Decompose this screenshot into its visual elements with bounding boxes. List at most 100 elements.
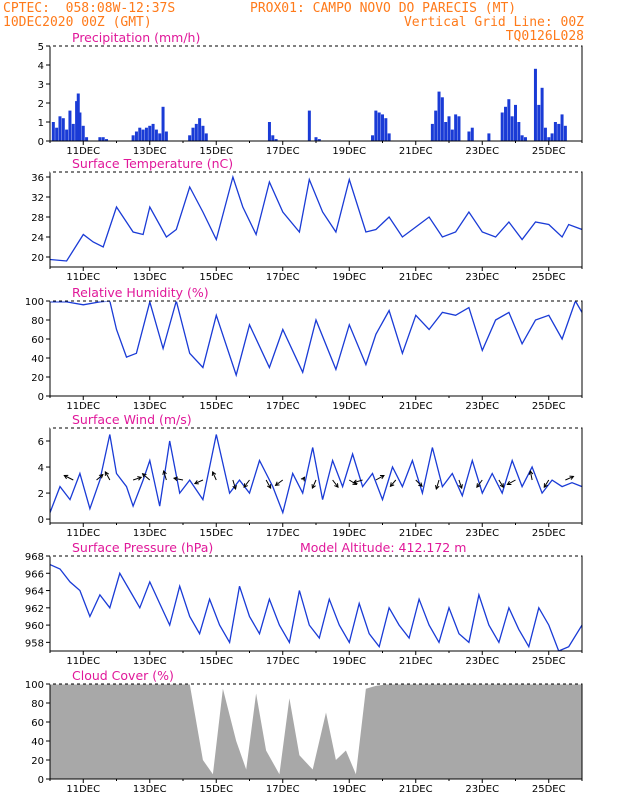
temperature-xtick-label: 13DEC	[133, 272, 167, 283]
pressure-xtick-label: 21DEC	[399, 656, 433, 667]
humidity-ytick-label: 80	[31, 316, 44, 327]
header-date: 10DEC2020 00Z (GMT)	[3, 15, 152, 30]
wind-vector	[96, 474, 104, 481]
wind-vector	[348, 479, 357, 485]
cloud-cover-panel: 0 20 40 60 80 100 11DEC 13DEC 15DEC 17DEC 19DEC 21D…	[25, 668, 583, 795]
precipitation-ytick-label: 4	[38, 61, 44, 72]
wind-xtick-label: 19DEC	[332, 528, 366, 539]
precipitation-bar	[437, 91, 441, 141]
wind-xtick-label: 21DEC	[399, 528, 433, 539]
temperature-xtick-label: 11DEC	[66, 272, 100, 283]
precipitation-xtick-label: 21DEC	[399, 146, 433, 157]
wind-vector	[212, 471, 217, 481]
wind-vector-head	[137, 476, 143, 481]
precipitation-bar	[523, 137, 527, 141]
wind-vector	[498, 479, 504, 488]
pressure-ytick-label: 966	[25, 569, 44, 580]
precipitation-ytick-label: 5	[38, 42, 44, 53]
wind-vector-head	[243, 483, 248, 489]
wind-xtick-label: 13DEC	[133, 528, 167, 539]
precipitation-ytick-label: 1	[38, 118, 44, 129]
cloud-cover-xtick-label: 19DEC	[332, 784, 366, 795]
precipitation-bar	[55, 127, 59, 141]
temperature-line	[50, 174, 582, 262]
precipitation-bar	[543, 127, 547, 141]
header-model-id: TQ0126L028	[505, 29, 584, 44]
wind-vector	[390, 479, 397, 487]
pressure-panel: 958 960 962 964 966 968 11DEC 13DEC 15DEC 17DEC 19…	[25, 540, 583, 667]
precipitation-bar	[105, 139, 109, 141]
wind-vector	[142, 473, 151, 481]
precipitation-xtick-label: 23DEC	[465, 146, 499, 157]
precipitation-bar	[141, 129, 145, 141]
precipitation-bar	[81, 125, 85, 141]
pressure-ytick-label: 964	[25, 587, 44, 598]
temperature-xtick-label: 23DEC	[465, 272, 499, 283]
wind-vector-head	[499, 483, 504, 489]
precipitation-bar	[101, 137, 105, 141]
humidity-ytick-label: 40	[31, 354, 44, 365]
temperature-xtick-label: 17DEC	[266, 272, 300, 283]
precipitation-panel: 0 1 2 3 4 5 11DEC 13DEC 15DEC 17DEC 19DEC 21DEC 23DE…	[38, 30, 583, 157]
precipitation-title: Precipitation (mm/h)	[72, 30, 200, 45]
humidity-xtick-label: 15DEC	[199, 401, 233, 412]
wind-vector-head	[506, 480, 512, 486]
precipitation-bar	[161, 106, 165, 141]
wind-vector-head	[104, 470, 109, 476]
cloud-cover-xtick-label: 17DEC	[266, 784, 300, 795]
temperature-ytick-label: 36	[31, 173, 44, 184]
wind-vector-head	[334, 483, 339, 489]
wind-vector	[163, 470, 167, 481]
pressure-xtick-label: 17DEC	[266, 656, 300, 667]
wind-vector	[507, 479, 516, 485]
wind-vector	[104, 471, 111, 481]
humidity-ytick-label: 100	[25, 297, 44, 308]
precipitation-bar	[374, 110, 378, 141]
precipitation-bar	[68, 110, 72, 141]
precipitation-bar	[314, 137, 318, 141]
precipitation-bar	[487, 133, 491, 141]
cloud-cover-xtick-label: 11DEC	[66, 784, 100, 795]
temperature-ytick-label: 24	[31, 233, 44, 244]
cloud-cover-xtick-label: 13DEC	[133, 784, 167, 795]
precipitation-bar	[164, 131, 168, 141]
wind-vector-head	[232, 484, 237, 490]
precipitation-bar	[557, 123, 561, 141]
temperature-ytick-label: 20	[31, 253, 44, 264]
precipitation-bar	[444, 122, 448, 141]
cloud-cover-area	[50, 684, 582, 779]
humidity-xtick-label: 17DEC	[266, 401, 300, 412]
wind-panel: 0 2 4 6 11DEC 13DEC 15DEC 17DEC 19DEC 21DEC 23DEC 2…	[38, 412, 583, 539]
pressure-ytick-label: 968	[25, 552, 44, 563]
precipitation-bar	[547, 137, 551, 141]
precipitation-bar	[384, 118, 388, 141]
header-station: PROX01: CAMPO NOVO DO PARECIS (MT)	[250, 1, 517, 16]
precipitation-bar	[430, 123, 434, 141]
wind-vector	[311, 479, 317, 489]
cloud-cover-ytick-label: 20	[31, 756, 44, 767]
wind-vector-head	[172, 476, 178, 482]
temperature-ytick-label: 32	[31, 193, 44, 204]
cloud-cover-xtick-label: 25DEC	[532, 784, 566, 795]
pressure-xtick-label: 11DEC	[66, 656, 100, 667]
humidity-frame	[49, 300, 583, 397]
precipitation-bar	[158, 133, 162, 141]
cloud-cover-xtick-label: 23DEC	[465, 784, 499, 795]
wind-vector-head	[528, 469, 534, 475]
precipitation-bar	[517, 122, 521, 141]
wind-vector	[565, 475, 574, 481]
wind-vector-head	[162, 470, 167, 476]
precipitation-bar	[371, 135, 375, 141]
wind-xtick-label: 11DEC	[66, 528, 100, 539]
wind-xtick-label: 17DEC	[266, 528, 300, 539]
wind-vector-head	[569, 475, 575, 480]
temperature-xtick-label: 21DEC	[399, 272, 433, 283]
wind-ytick-label: 4	[38, 463, 44, 474]
wind-vector-head	[311, 484, 316, 490]
humidity-panel: 0 20 40 60 80 100 11DEC 13DEC 15DEC 17DEC 19DEC 21D…	[25, 285, 583, 412]
precipitation-bar	[563, 125, 567, 141]
precipitation-bar	[450, 129, 454, 141]
wind-xtick-label: 15DEC	[199, 528, 233, 539]
precipitation-ytick-label: 0	[38, 137, 44, 148]
precipitation-bar	[457, 116, 461, 141]
